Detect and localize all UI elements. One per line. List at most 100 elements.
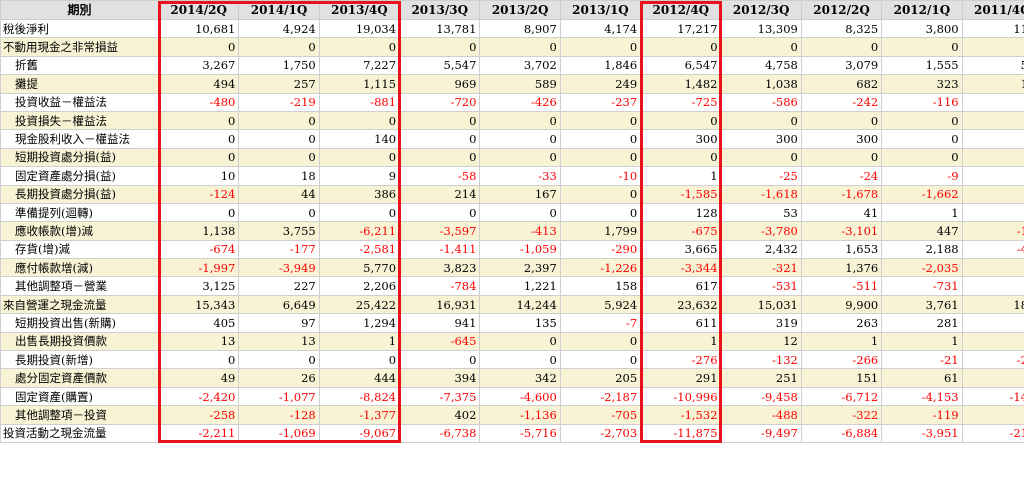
period-header: 2012/3Q [720, 0, 802, 20]
value-cell: 19,034 [318, 18, 401, 39]
value-cell: -219 [238, 92, 320, 112]
table-row: 現金股利收入－權益法0014000030030030005 [0, 129, 1024, 149]
value-cell: 1,0 [961, 74, 1024, 94]
value-cell: -14,1 [961, 386, 1024, 407]
value-cell: 0 [157, 202, 240, 223]
period-header: 2014/1Q [238, 0, 320, 20]
header-row: 期別 2014/2Q 2014/1Q 2013/4Q 2013/3Q 2013/2Q 20… [0, 0, 1024, 20]
value-cell: 7,227 [318, 55, 401, 76]
value-cell: -25 [720, 166, 802, 186]
value-cell: 0 [559, 110, 642, 131]
value-cell: 402 [399, 405, 481, 425]
value-cell: -1,662 [881, 184, 963, 204]
value-cell: -1,678 [800, 184, 883, 204]
row-label: 長期投資處分損(益) [0, 184, 159, 204]
value-cell [961, 166, 1024, 186]
value-cell: -6,884 [800, 423, 883, 443]
value-cell: -2,420 [157, 386, 240, 407]
value-cell: 0 [399, 110, 481, 131]
value-cell: -6,738 [399, 423, 481, 443]
value-cell: 8 [961, 258, 1024, 278]
value-cell: -242 [800, 92, 883, 112]
table-row: 來自營運之現金流量 15,343 6,649 25,422 16,931 14,244 5,… [0, 294, 1024, 315]
period-header: 2013/3Q [399, 0, 481, 20]
value-cell: -1,077 [238, 386, 320, 407]
value-cell: -321 [720, 258, 802, 278]
value-cell: 4 [961, 202, 1024, 223]
value-cell: -705 [559, 405, 642, 425]
value-cell: 0 [479, 37, 561, 57]
row-label: 來自營運之現金流量 [0, 294, 159, 315]
value-cell: -480 [157, 92, 240, 112]
value-cell: 25,422 [318, 294, 401, 315]
table-row: 存貨(增)減 -674 -177 -2,581 -1,411 -1,059 -290 3,66… [0, 239, 1024, 260]
value-cell: 1,038 [720, 74, 802, 94]
value-cell: -674 [157, 239, 240, 260]
value-cell: 0 [559, 147, 642, 168]
value-cell: 151 [800, 368, 883, 388]
value-cell: -1,3 [961, 221, 1024, 241]
table-row: 處分固定資產價款4926444394342205291251151618 [0, 368, 1024, 388]
row-label: 短期投資處分損(益) [0, 147, 159, 168]
value-cell: -116 [881, 92, 963, 112]
value-cell: 0 [640, 37, 722, 57]
value-cell: 394 [399, 368, 481, 388]
value-cell: 257 [238, 74, 320, 94]
value-cell: 0 [238, 202, 320, 223]
row-label: 折舊 [0, 55, 159, 76]
value-cell: 0 [559, 350, 642, 370]
value-cell: 0 [318, 202, 401, 223]
value-cell: -21 [881, 350, 963, 370]
value-cell: 4,758 [720, 55, 802, 76]
value-cell: 319 [720, 313, 802, 333]
value-cell: 0 [881, 37, 963, 57]
value-cell: 5,924 [559, 294, 642, 315]
value-cell: 1,115 [318, 74, 401, 94]
value-cell: 1 [800, 331, 883, 352]
value-cell: -1,411 [399, 239, 481, 260]
row-label: 短期投資出售(新購) [0, 313, 159, 333]
row-label: 不動用現金之非常損益 [0, 37, 159, 57]
row-label: 長期投資(新增) [0, 350, 159, 370]
value-cell: -9,497 [720, 423, 802, 443]
cash-flow-table: 期別 2014/2Q 2014/1Q 2013/4Q 2013/3Q 2013/2Q 20… [0, 0, 1024, 443]
value-cell: 281 [881, 313, 963, 333]
value-cell: 0 [318, 37, 401, 57]
table-body: 稅後淨利 10,681 4,924 19,034 13,781 8,907 4,174 17,… [0, 18, 1024, 443]
value-cell: 3,800 [881, 18, 963, 39]
table-row: 其他調整項－營業 3,125 227 2,206 -784 1,221 158 617 -531… [0, 276, 1024, 296]
value-cell: 0 [318, 110, 401, 131]
value-cell: 158 [559, 276, 642, 296]
value-cell: -5,716 [479, 423, 561, 443]
value-cell: 0 [479, 110, 561, 131]
value-cell: -731 [881, 276, 963, 296]
value-cell: 323 [881, 74, 963, 94]
value-cell: 0 [238, 147, 320, 168]
value-cell: -132 [720, 350, 802, 370]
value-cell: 3,823 [399, 258, 481, 278]
value-cell: -4,600 [479, 386, 561, 407]
value-cell: 1,294 [318, 313, 401, 333]
value-cell: 1 [640, 166, 722, 186]
value-cell: 15,031 [720, 294, 802, 315]
value-cell: -586 [720, 92, 802, 112]
value-cell: 6,547 [640, 55, 722, 76]
value-cell: 263 [800, 313, 883, 333]
value-cell: 249 [559, 74, 642, 94]
value-cell: 1 [881, 331, 963, 352]
value-cell: 26 [238, 368, 320, 388]
value-cell: -10,996 [640, 386, 722, 407]
value-cell: 617 [640, 276, 722, 296]
value-cell: 589 [479, 74, 561, 94]
value-cell: 291 [640, 368, 722, 388]
value-cell: 0 [640, 110, 722, 131]
row-label: 準備提列(迴轉) [0, 202, 159, 223]
period-header: 2013/2Q [479, 0, 561, 20]
table-row: 應付帳款增(減) -1,997 -3,949 5,770 3,823 2,397 -1,22… [0, 258, 1024, 278]
value-cell: 214 [399, 184, 481, 204]
value-cell: 447 [881, 221, 963, 241]
table-row: 折舊 3,267 1,750 7,227 5,547 3,702 1,846 6,547 4,7… [0, 55, 1024, 76]
value-cell: 0 [800, 147, 883, 168]
